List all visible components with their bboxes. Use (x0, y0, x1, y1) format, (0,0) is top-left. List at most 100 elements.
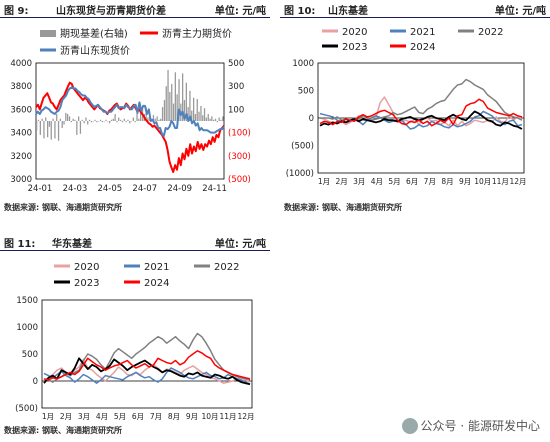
basis-bar (198, 111, 200, 121)
basis-bar (161, 107, 164, 121)
basis-bar (56, 114, 58, 121)
basis-bar (165, 86, 167, 121)
x-tick-label: 24-11 (202, 184, 227, 194)
legend-swatch-basis-bar (40, 30, 56, 37)
left-y-tick-label: 3200 (10, 152, 32, 162)
legend-label-spot: 沥青山东现货价 (60, 44, 130, 57)
basis-bar (134, 121, 136, 123)
basis-bar (47, 121, 49, 138)
series-line-x (35, 86, 225, 138)
series-line-2024 (43, 350, 251, 381)
series-line-2024 (319, 98, 523, 127)
x-tick-label: 3月 (78, 412, 90, 421)
basis-bar (183, 100, 186, 121)
basis-bar (41, 118, 43, 121)
figure-11-header: 图 11: 华东基差 单位: 元/吨 (0, 233, 270, 251)
legend-label-futures: 沥青主力期货价 (162, 27, 232, 40)
x-tick-label: 1月 (318, 177, 330, 186)
legend-label-2023: 2023 (342, 42, 367, 53)
basis-bar (110, 119, 113, 121)
basis-bar (154, 118, 156, 121)
legend-label-2021: 2021 (144, 262, 169, 273)
x-tick-label: 4月 (96, 412, 108, 421)
plot-frame (41, 299, 253, 409)
basis-bar (193, 97, 195, 121)
y-tick-label: (500) (291, 142, 314, 152)
series-line-2023 (319, 110, 523, 130)
x-tick-label: 10月 (474, 177, 491, 186)
basis-bar (158, 119, 160, 121)
basis-bar (123, 118, 125, 121)
basis-bar (185, 82, 187, 121)
x-tick-label: 24-07 (132, 184, 157, 194)
legend-label-2020: 2020 (74, 262, 99, 273)
left-y-tick-label: 3000 (10, 175, 32, 185)
legend-label-2020: 2020 (342, 27, 367, 38)
x-tick-label: 24-01 (28, 184, 53, 194)
basis-bar (98, 121, 100, 122)
basis-bar (52, 118, 54, 121)
basis-bar (114, 114, 116, 121)
left-y-tick-label: 3400 (10, 129, 32, 139)
basis-bar (78, 116, 80, 121)
figure-title: 华东基差 (52, 239, 92, 250)
y-tick-label: 1000 (16, 323, 38, 333)
basis-bar (85, 117, 87, 121)
basis-bar (92, 121, 94, 122)
basis-bar (121, 121, 124, 123)
basis-bar (87, 121, 89, 125)
basis-bar (74, 119, 76, 121)
basis-bar (36, 121, 38, 131)
source-note: 数据来源: 钢联、海通期货研究所 (4, 203, 122, 212)
right-y-tick-label: 300 (228, 82, 244, 92)
basis-bar (202, 115, 204, 121)
basis-bar (90, 121, 93, 123)
basis-bar (76, 121, 78, 135)
x-tick-label: 6月 (132, 412, 144, 421)
basis-bar (107, 121, 109, 122)
right-y-tick-label: (100) (228, 129, 251, 139)
series-line-2020 (43, 358, 251, 384)
basis-bar (176, 94, 178, 121)
figure-10-chart: (1000) (500) 0 500 1000 1月 2月 3月 4月 5月 6月 7月 8月 9月 10月… (286, 27, 527, 186)
unit-label: 单位: 元/吨 (214, 6, 266, 17)
basis-bar (187, 107, 189, 121)
basis-bar (194, 114, 197, 121)
basis-bar (59, 118, 61, 121)
x-tick-label: 5月 (388, 177, 400, 186)
basis-bar (112, 118, 114, 121)
basis-bar (203, 108, 206, 121)
y-tick-label: 1500 (16, 296, 38, 306)
x-tick-label: 3月 (353, 177, 365, 186)
basis-bar (205, 117, 207, 121)
basis-bar (79, 121, 82, 134)
figure-11-panel: 图 11: 华东基差 单位: 元/吨 (500) 0 500 1000 1500 1月 2月… (0, 233, 270, 442)
legend-label-2022: 2022 (478, 27, 503, 38)
basis-bar (156, 116, 158, 121)
basis-bar (216, 121, 218, 123)
basis-bar (178, 79, 180, 121)
figure-11-chart: (500) 0 500 1000 1500 1月 2月 3月 4月 5月 6月 7月 8月 9月 10月 11… (15, 262, 254, 421)
basis-bar (140, 111, 142, 121)
basis-bar (99, 119, 102, 121)
y-tick-label: 500 (22, 350, 38, 360)
basis-bar (132, 117, 134, 121)
y-tick-label: (500) (15, 404, 38, 414)
basis-bar (72, 118, 74, 121)
basis-bar (83, 121, 85, 124)
y-tick-label: (1000) (286, 169, 314, 179)
y-tick-label: 0 (309, 114, 314, 124)
basis-bar (147, 117, 149, 121)
basis-bar (81, 119, 83, 121)
series-line-x (35, 81, 225, 173)
left-y-tick-label: 3600 (10, 105, 32, 115)
basis-bar (209, 118, 211, 121)
basis-bar (167, 70, 169, 121)
legend-label-2022: 2022 (214, 262, 239, 273)
basis-bar (191, 110, 193, 121)
watermark: 公众号 · 能源研发中心 (401, 417, 540, 434)
basis-bar (103, 121, 105, 122)
legend-label-basis: 期现基差(右轴) (60, 27, 128, 40)
x-tick-label: 12月 (509, 177, 526, 186)
figure-10-header: 图 10: 山东基差 单位: 元/吨 (280, 0, 550, 18)
